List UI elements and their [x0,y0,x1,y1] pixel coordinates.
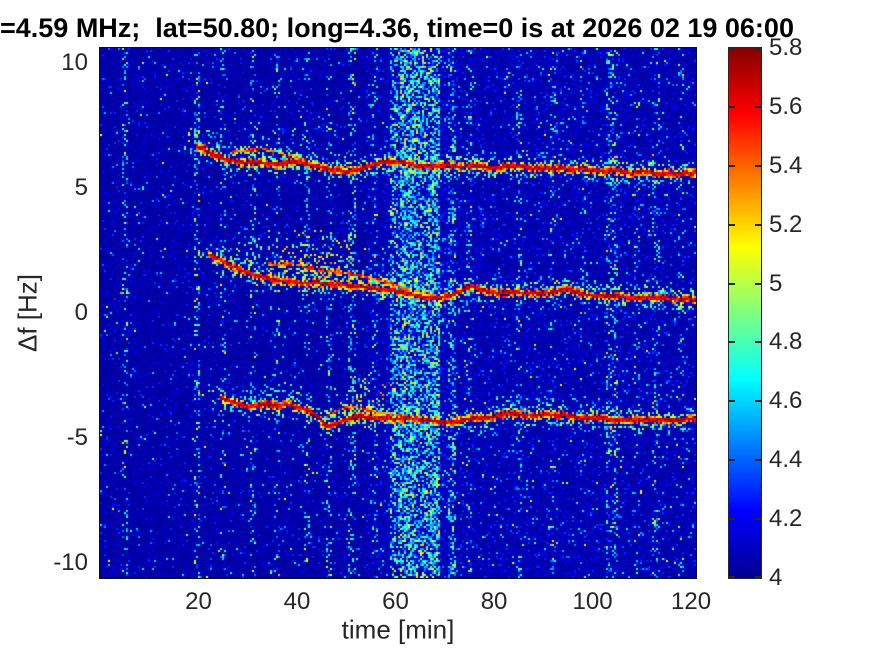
y-tick-label: -5 [66,424,88,451]
colorbar-tick-mark [755,341,761,344]
spectrogram-canvas [100,48,696,578]
colorbar-tick-mark [755,223,761,226]
colorbar-tick-mark [755,518,761,521]
x-axis-label: time [min] [341,614,455,645]
colorbar-tick-mark [729,400,735,403]
colorbar-tick-mark [729,518,735,521]
colorbar-tick-mark [729,282,735,285]
colorbar-tick-mark [729,223,735,226]
colorbar-tick-mark [729,459,735,462]
colorbar-tick-label: 5.2 [769,210,803,238]
x-tick-label: 20 [185,588,212,615]
colorbar-tick-label: 4 [769,564,783,591]
colorbar [728,47,762,579]
y-tick-label: 10 [61,49,88,76]
colorbar-tick-label: 4.6 [769,387,803,415]
x-tick-label: 80 [480,588,508,615]
plot-area [99,47,697,579]
chart-title: =4.59 MHz; lat=50.80; long=4.36, time=0 … [0,13,794,43]
y-tick-label: 5 [74,174,88,201]
colorbar-tick-label: 4.4 [769,446,803,474]
colorbar-tick-mark [729,341,735,344]
y-tick-label: -10 [53,549,88,576]
x-tick-label: 60 [382,588,409,615]
colorbar-tick-label: 5.6 [769,92,803,120]
colorbar-tick-label: 5.4 [769,151,803,179]
colorbar-tick-label: 4.8 [769,328,803,356]
y-tick-label: 0 [74,299,88,326]
colorbar-gradient [729,48,761,578]
colorbar-tick-mark [755,164,761,167]
x-tick-label: 100 [572,588,613,615]
colorbar-tick-mark [729,48,735,50]
colorbar-tick-mark [729,576,735,578]
colorbar-tick-mark [755,105,761,108]
colorbar-tick-mark [729,105,735,108]
x-tick-label: 120 [671,588,712,615]
x-tick-label: 40 [283,588,311,615]
colorbar-tick-mark [755,459,761,462]
colorbar-tick-label: 5.8 [769,34,803,61]
colorbar-tick-mark [755,400,761,403]
colorbar-tick-label: 4.2 [769,505,803,533]
colorbar-tick-mark [755,576,761,578]
colorbar-tick-mark [729,164,735,167]
colorbar-tick-mark [755,48,761,50]
colorbar-tick-mark [755,282,761,285]
colorbar-tick-label: 5 [769,269,783,297]
